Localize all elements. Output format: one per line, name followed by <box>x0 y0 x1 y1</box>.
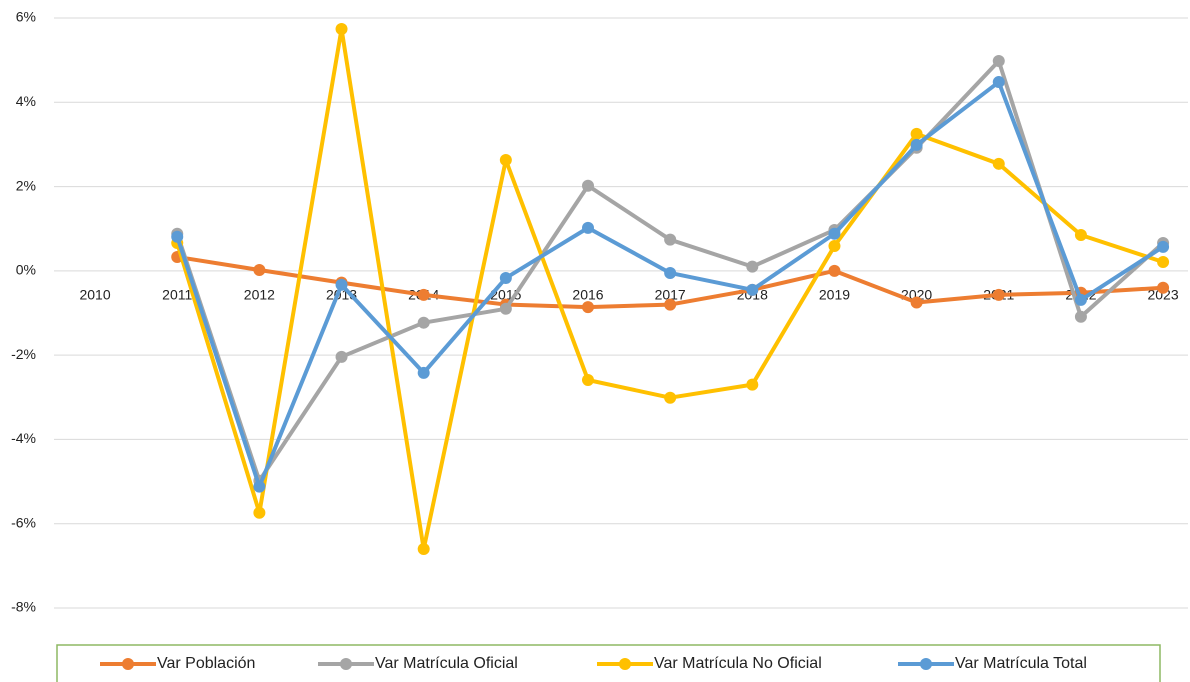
x-tick-label: 2019 <box>819 287 850 303</box>
data-point <box>664 266 677 279</box>
data-point <box>664 298 677 311</box>
data-point <box>417 543 430 555</box>
data-point <box>1157 240 1170 253</box>
legend-box <box>56 644 1161 682</box>
data-point <box>746 378 759 391</box>
legend-marker <box>340 658 352 670</box>
legend-label: Var Matrícula Total <box>955 655 1087 672</box>
y-tick-label: 6% <box>16 9 36 25</box>
data-point <box>746 283 759 296</box>
data-point <box>335 278 348 291</box>
data-point <box>664 233 677 246</box>
data-point <box>499 302 512 315</box>
data-point <box>582 179 594 192</box>
data-point <box>992 157 1005 170</box>
x-tick-label: 2016 <box>572 287 603 303</box>
x-tick-label: 2011 <box>162 287 192 303</box>
data-point <box>582 301 594 314</box>
y-tick-label: -2% <box>11 346 36 362</box>
data-point <box>1074 229 1087 242</box>
data-point <box>253 264 266 277</box>
legend-marker <box>619 658 631 670</box>
data-point <box>746 260 759 273</box>
data-point <box>582 374 594 387</box>
data-point <box>992 76 1005 89</box>
data-point <box>1157 281 1170 294</box>
data-point <box>1074 310 1087 323</box>
y-tick-label: -4% <box>11 430 36 446</box>
y-tick-label: -6% <box>11 514 36 530</box>
x-tick-label: 2012 <box>244 287 275 303</box>
y-tick-label: -8% <box>11 599 36 615</box>
x-tick-label: 2017 <box>655 287 686 303</box>
y-tick-label: 0% <box>16 262 36 278</box>
data-point <box>171 230 184 243</box>
data-point <box>582 221 594 234</box>
data-point <box>828 264 841 277</box>
y-tick-label: 2% <box>16 177 36 193</box>
data-point <box>253 506 266 519</box>
data-point <box>335 22 348 35</box>
legend-label: Var Matrícula No Oficial <box>654 655 822 672</box>
data-point <box>664 391 677 404</box>
data-point <box>992 54 1005 67</box>
data-point <box>828 239 841 252</box>
data-point <box>417 316 430 329</box>
legend-label: Var Matrícula Oficial <box>375 655 518 672</box>
x-tick-label: 2023 <box>1147 287 1178 303</box>
legend-label: Var Población <box>157 655 255 672</box>
y-tick-label: 4% <box>16 93 36 109</box>
data-point <box>910 138 923 151</box>
data-point <box>253 480 266 493</box>
data-point <box>335 350 348 363</box>
data-point <box>910 296 923 309</box>
data-point <box>1074 293 1087 306</box>
data-point <box>417 366 430 379</box>
data-point <box>992 288 1005 301</box>
data-point <box>1157 256 1170 269</box>
series-line <box>175 80 1165 489</box>
legend-marker <box>122 658 134 670</box>
data-point <box>417 288 430 301</box>
data-point <box>910 127 923 140</box>
data-point <box>499 154 512 167</box>
x-tick-label: 2010 <box>79 287 110 303</box>
data-point <box>499 272 512 285</box>
data-point <box>828 227 841 240</box>
legend-marker <box>920 658 932 670</box>
